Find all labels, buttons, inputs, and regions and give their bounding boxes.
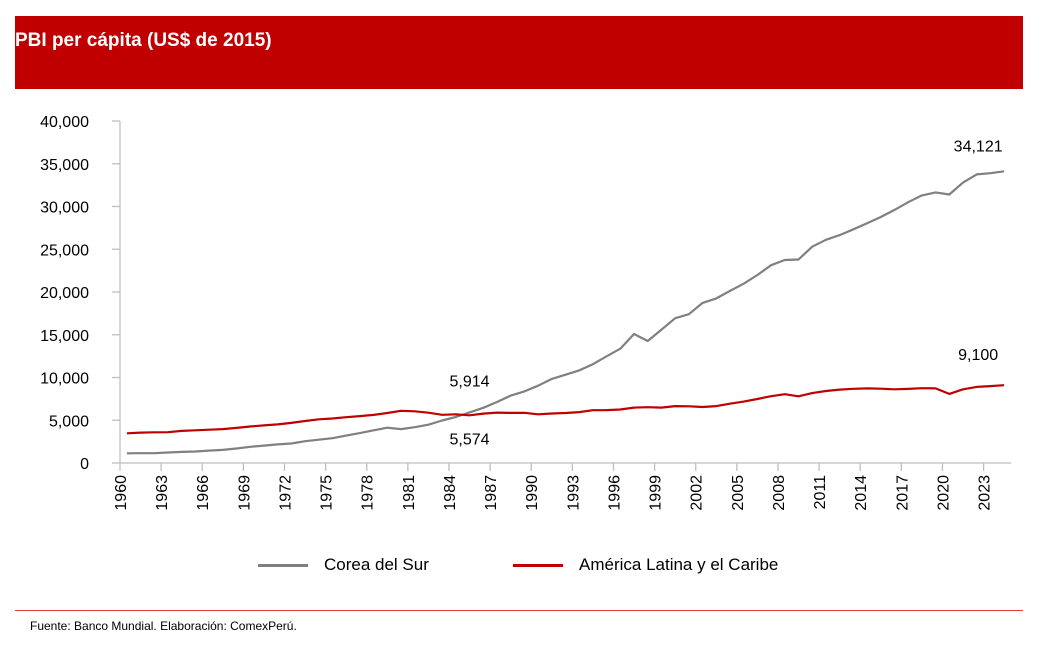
y-tick-label: 25,000 <box>40 242 89 259</box>
legend-swatch-corea <box>258 563 308 567</box>
y-tick-label: 5,000 <box>49 413 89 430</box>
x-tick-label: 2023 <box>977 475 994 511</box>
y-tick-label: 15,000 <box>40 328 89 345</box>
x-tick-label: 1987 <box>483 475 500 511</box>
x-tick-label: 1975 <box>319 475 336 511</box>
x-tick-label: 1981 <box>401 475 418 511</box>
y-tick-label: 10,000 <box>40 371 89 388</box>
x-tick-label: 1984 <box>442 475 459 511</box>
x-tick-label: 1969 <box>236 475 253 511</box>
x-tick-label: 1999 <box>648 475 665 511</box>
x-tick-label: 1993 <box>565 475 582 511</box>
data-label: 34,121 <box>954 138 1003 155</box>
x-tick-label: 2017 <box>894 475 911 511</box>
x-tick-label: 2008 <box>771 475 788 511</box>
legend-item-corea: Corea del Sur <box>258 553 429 577</box>
legend-item-latam: América Latina y el Caribe <box>513 553 778 577</box>
series-line-corea <box>126 170 1005 455</box>
x-tick-label: 1966 <box>195 475 212 511</box>
source-note: Fuente: Banco Mundial. Elaboración: Come… <box>30 619 297 633</box>
x-tick-label: 1978 <box>360 475 377 511</box>
annotations: 5,914 5,574 34,121 9,100 <box>450 138 1003 448</box>
series-lines <box>126 170 1005 455</box>
footer-divider <box>15 610 1023 611</box>
legend-swatch-latam <box>513 563 563 567</box>
x-tick-label: 1996 <box>606 475 623 511</box>
data-label: 5,914 <box>450 373 490 390</box>
x-tick-label: 2020 <box>935 475 952 511</box>
series-line-latam <box>126 384 1005 435</box>
data-label: 5,574 <box>450 431 490 448</box>
x-tick-label: 2011 <box>812 475 829 510</box>
x-tick-label: 2005 <box>730 475 747 511</box>
chart-header <box>15 16 1023 89</box>
legend-label-latam: América Latina y el Caribe <box>579 555 779 574</box>
legend-label-corea: Corea del Sur <box>324 555 429 574</box>
y-tick-label: 30,000 <box>40 200 89 217</box>
x-tick-label: 2014 <box>853 475 870 511</box>
y-tick-label: 20,000 <box>40 285 89 302</box>
x-tick-label: 1960 <box>113 475 130 511</box>
x-tick-label: 1972 <box>277 475 294 511</box>
y-tick-label: 35,000 <box>40 157 89 174</box>
chart-title: PBI per cápita (US$ de 2015) <box>15 30 272 51</box>
y-tick-label: 40,000 <box>40 114 89 131</box>
data-label: 9,100 <box>958 347 998 364</box>
axes: 0 5,000 10,000 15,000 20,000 25,000 30,000 35,0… <box>40 114 1011 511</box>
x-tick-label: 1990 <box>524 475 541 511</box>
x-tick-label: 2002 <box>689 475 706 511</box>
x-tick-label: 1963 <box>154 475 171 511</box>
y-tick-label: 0 <box>80 456 89 473</box>
